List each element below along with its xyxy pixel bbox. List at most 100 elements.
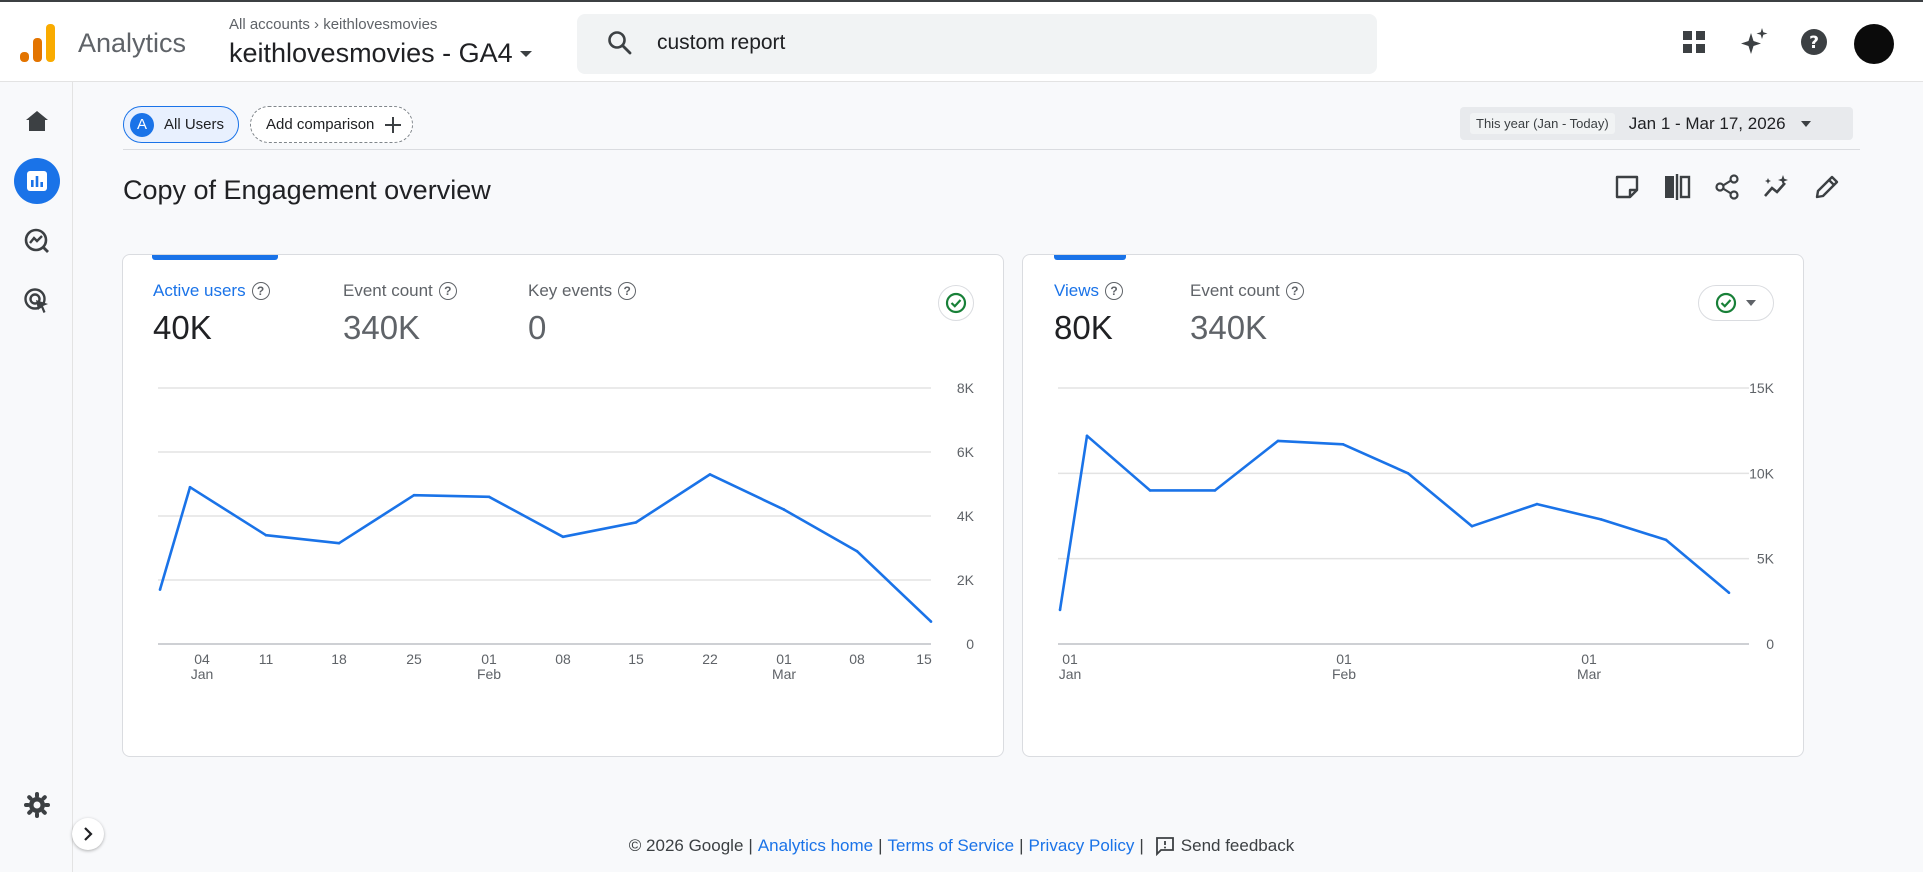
separator: | (1019, 836, 1024, 855)
help-icon[interactable]: ? (251, 282, 270, 300)
help-icon[interactable]: ? (438, 282, 457, 300)
page-title: Copy of Engagement overview (123, 175, 491, 205)
data-quality-dropdown[interactable] (1698, 285, 1774, 321)
date-range-value: Jan 1 - Mar 17, 2026 (1628, 113, 1786, 133)
help-icon[interactable]: ? (1105, 282, 1124, 300)
help-icon[interactable]: ? (1796, 24, 1832, 60)
footer-link-analytics-home[interactable]: Analytics home (757, 836, 874, 855)
segment-letter: A (130, 112, 154, 137)
chevron-right-icon (84, 827, 93, 841)
help-icon[interactable]: ? (618, 282, 637, 300)
search-input[interactable]: custom report (657, 31, 786, 54)
note-icon[interactable] (1610, 170, 1644, 204)
sidebar-item-advertising[interactable] (14, 278, 60, 324)
sidebar-item-explore[interactable] (14, 218, 60, 264)
breadcrumb[interactable]: All accounts › keithlovesmovies (229, 16, 437, 33)
data-point (929, 620, 933, 623)
metric-key-events[interactable]: Key events? 0 (528, 281, 637, 347)
footer-link-privacy[interactable]: Privacy Policy (1028, 836, 1135, 855)
metric-views[interactable]: Views? 80K (1054, 281, 1124, 347)
metric-value: 340K (343, 309, 421, 346)
y-tick-label: 0 (966, 636, 974, 652)
selected-metric-indicator (152, 255, 278, 260)
insights-icon[interactable] (1760, 170, 1794, 204)
explore-icon (24, 228, 49, 253)
x-tick-label: 08 (555, 651, 571, 667)
data-point (1085, 434, 1089, 438)
breadcrumb-root[interactable]: All accounts (229, 16, 310, 33)
series-line (158, 473, 932, 623)
metric-event-count[interactable]: Event count? 340K (343, 281, 457, 347)
apps-grid-icon[interactable] (1676, 24, 1712, 60)
x-tick-label: 01 (1062, 651, 1078, 667)
sidebar (0, 82, 73, 872)
metric-event-count[interactable]: Event count? 340K (1190, 281, 1304, 347)
chart-card-active-users: Active users? 40K Event count? 340K Key … (122, 254, 1004, 757)
divider (123, 149, 1860, 150)
data-point (1276, 439, 1280, 443)
x-tick-label: 04 (194, 651, 210, 667)
y-tick-label: 5K (1757, 551, 1775, 567)
data-point (1341, 443, 1345, 446)
data-point (158, 588, 162, 591)
segment-label: All Users (164, 116, 225, 133)
dropdown-caret-icon (519, 50, 532, 57)
footer-link-terms[interactable]: Terms of Service (887, 836, 1015, 855)
data-point (1599, 518, 1603, 521)
check-circle-icon (945, 292, 967, 314)
check-circle-icon (1715, 292, 1737, 314)
date-range-picker[interactable]: This year (Jan - Today) Jan 1 - Mar 17, … (1460, 107, 1853, 140)
sidebar-item-reports[interactable] (14, 158, 60, 204)
y-tick-label: 8K (957, 380, 975, 396)
metric-value: 0 (528, 309, 547, 346)
x-tick-month-label: Feb (477, 666, 501, 682)
metric-active-users[interactable]: Active users? 40K (153, 281, 270, 347)
copyright: © 2026 Google (628, 836, 744, 855)
chart-card-views: Views? 80K Event count? 340K 15K 10K 5K 0 01… (1022, 254, 1804, 757)
data-point (188, 485, 192, 489)
metric-value: 340K (1190, 309, 1268, 346)
x-tick-label: 01 (776, 651, 792, 667)
send-feedback-button[interactable]: Send feedback (1155, 836, 1294, 856)
search-icon (608, 31, 632, 55)
sidebar-item-settings[interactable] (14, 782, 60, 828)
app-name: Analytics (78, 28, 187, 58)
data-point (855, 549, 859, 553)
segment-chip-all-users[interactable]: A All Users (123, 106, 240, 143)
reports-icon (27, 171, 47, 191)
data-point (1213, 489, 1217, 492)
data-point (1727, 591, 1731, 595)
breadcrumb-account[interactable]: keithlovesmovies (323, 16, 438, 33)
share-icon[interactable] (1710, 170, 1744, 204)
add-comparison-button[interactable]: Add comparison (250, 106, 414, 143)
expand-nav-button[interactable] (72, 818, 104, 850)
series-line (1058, 434, 1730, 611)
sidebar-item-home[interactable] (14, 98, 60, 144)
data-point (708, 473, 712, 476)
y-tick-label: 15K (1749, 380, 1775, 396)
x-tick-month-label: Feb (1332, 666, 1356, 682)
analytics-logo-icon[interactable] (20, 24, 56, 62)
property-name: keithlovesmovies - GA4 (229, 38, 513, 68)
avatar[interactable] (1854, 24, 1894, 64)
edit-pencil-icon[interactable] (1810, 170, 1844, 204)
y-tick-label: 2K (957, 572, 975, 588)
metric-label: Active users (153, 281, 246, 300)
sparkle-icon[interactable] (1736, 24, 1772, 60)
x-tick-month-label: Jan (1059, 666, 1082, 682)
feedback-icon (1155, 837, 1174, 856)
home-icon (26, 111, 48, 131)
selected-metric-indicator (1054, 255, 1126, 260)
help-icon[interactable]: ? (1285, 282, 1304, 300)
chevron-right-icon: › (314, 16, 320, 33)
x-tick-label: 01 (1336, 651, 1352, 667)
metric-value: 80K (1054, 309, 1113, 346)
data-point (1664, 538, 1668, 542)
property-selector[interactable]: keithlovesmovies - GA4 (229, 38, 533, 69)
compare-icon[interactable] (1660, 170, 1694, 204)
dropdown-caret-icon (1746, 300, 1756, 306)
metric-label: Event count (1190, 281, 1280, 300)
data-quality-button[interactable] (938, 285, 974, 321)
search-bar[interactable]: custom report (577, 14, 1377, 74)
y-tick-label: 4K (957, 508, 975, 524)
